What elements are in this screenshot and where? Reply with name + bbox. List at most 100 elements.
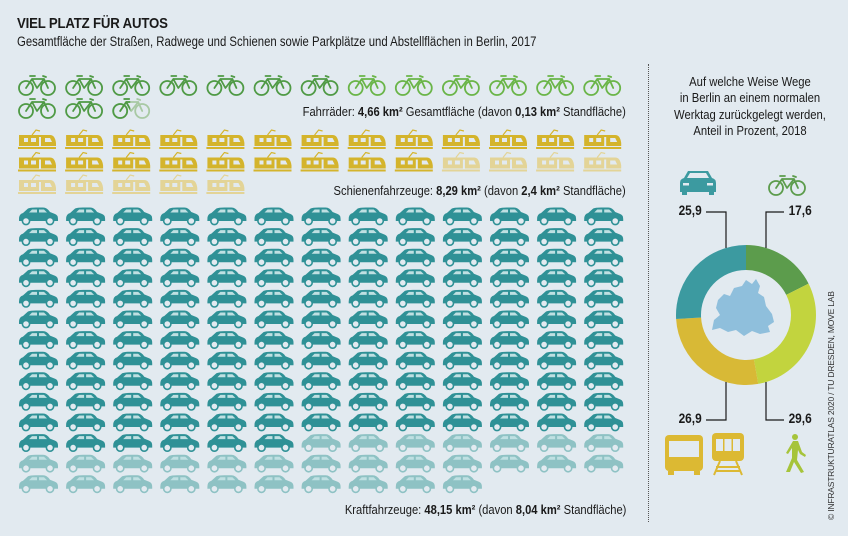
car-icon bbox=[19, 331, 58, 350]
car-icon bbox=[301, 289, 341, 308]
car-icon bbox=[442, 207, 482, 226]
donut-slice-auto bbox=[676, 245, 746, 319]
label-bike-share: 17,6 bbox=[788, 203, 812, 218]
train-caption-mid: (davon bbox=[481, 183, 522, 198]
car-icon bbox=[160, 289, 200, 308]
car-icon bbox=[66, 248, 106, 267]
car-icon bbox=[395, 289, 435, 308]
car-icon bbox=[301, 310, 341, 329]
car-icon bbox=[254, 248, 294, 267]
car-icon bbox=[395, 475, 435, 494]
donut-title-line: in Berlin an einem normalen bbox=[679, 90, 821, 106]
car-icon bbox=[301, 413, 341, 432]
train-caption: Schienenfahrzeuge: 8,29 km² (davon 2,4 k… bbox=[334, 183, 626, 198]
car-icon bbox=[19, 454, 58, 473]
train-icon bbox=[300, 151, 339, 172]
bike-total: 4,66 km² bbox=[358, 104, 403, 119]
train-icon bbox=[347, 151, 386, 172]
bicycle-icon bbox=[206, 75, 245, 96]
car-icon bbox=[113, 392, 153, 411]
car-icon bbox=[207, 351, 247, 370]
berlin-map bbox=[712, 279, 774, 336]
car-icon bbox=[490, 372, 529, 391]
car-icon bbox=[395, 207, 435, 226]
car-icon bbox=[113, 248, 153, 267]
car-icon bbox=[160, 331, 200, 350]
car-icon bbox=[442, 331, 482, 350]
car-icon bbox=[584, 248, 624, 267]
car-icon bbox=[348, 207, 388, 226]
car-icon bbox=[160, 228, 200, 247]
car-icon bbox=[490, 248, 529, 267]
car-icon bbox=[442, 372, 482, 391]
car-icon bbox=[537, 351, 577, 370]
leader-car bbox=[706, 211, 727, 248]
car-icon bbox=[66, 289, 106, 308]
car-icon bbox=[113, 228, 153, 247]
car-icon bbox=[66, 351, 106, 370]
train-icon bbox=[489, 129, 527, 149]
car-icon bbox=[66, 475, 106, 494]
car-icon bbox=[66, 434, 106, 453]
car-icon bbox=[395, 392, 435, 411]
car-total: 48,15 km² bbox=[423, 502, 475, 517]
train-icon bbox=[159, 174, 198, 194]
car-icon bbox=[301, 269, 341, 288]
chart-title: VIEL PLATZ FÜR AUTOS bbox=[17, 15, 168, 32]
train-icon bbox=[65, 151, 104, 172]
car-icon bbox=[207, 248, 247, 267]
bicycle-icon bbox=[300, 75, 339, 96]
car-icon bbox=[254, 228, 294, 247]
car-icon bbox=[442, 413, 482, 432]
bicycle-icon bbox=[253, 75, 292, 96]
bus-icon bbox=[665, 435, 703, 475]
car-caption: Kraftfahrzeuge: 48,15 km² (davon 8,04 km… bbox=[344, 502, 626, 517]
train-icon bbox=[394, 151, 433, 172]
car-icon bbox=[254, 269, 294, 288]
car-icon bbox=[395, 248, 435, 267]
bicycle-icon bbox=[112, 98, 151, 119]
car-icon bbox=[490, 207, 529, 226]
car-icon bbox=[537, 372, 577, 391]
car-icon bbox=[348, 454, 388, 473]
bike-caption: Fahrräder: 4,66 km² Gesamtfläche (davon … bbox=[303, 104, 626, 119]
donut-slice-öpnv bbox=[676, 317, 759, 385]
car-icon bbox=[348, 269, 388, 288]
car-icon bbox=[584, 413, 624, 432]
car-icon bbox=[254, 392, 294, 411]
car-icon bbox=[160, 310, 200, 329]
car-icon bbox=[537, 228, 577, 247]
car-icon bbox=[254, 351, 294, 370]
car-icon bbox=[301, 392, 341, 411]
car-icon bbox=[113, 289, 153, 308]
car-icon bbox=[207, 207, 247, 226]
car-icon bbox=[66, 331, 106, 350]
train-caption-prefix: Schienenfahrzeuge: bbox=[333, 183, 437, 198]
car-icon bbox=[395, 331, 435, 350]
bike-standing: 0,13 km² bbox=[515, 104, 561, 119]
car-icon bbox=[490, 392, 529, 411]
car-icon bbox=[19, 289, 58, 308]
bicycle-icon bbox=[441, 75, 480, 96]
car-icon bbox=[490, 228, 529, 247]
train-icon bbox=[394, 129, 433, 149]
car-icon bbox=[348, 434, 388, 453]
car-icon bbox=[584, 289, 624, 308]
train-icon bbox=[112, 129, 151, 149]
car-icon bbox=[348, 289, 388, 308]
car-icon bbox=[207, 434, 247, 453]
car-icon bbox=[301, 351, 341, 370]
train-icon bbox=[441, 151, 480, 172]
bike-caption-prefix: Fahrräder: bbox=[302, 104, 359, 119]
train-standing: 2,4 km² bbox=[521, 183, 561, 198]
train-icon bbox=[18, 129, 56, 149]
car-icon bbox=[301, 228, 341, 247]
car-icon bbox=[19, 228, 58, 247]
train-total: 8,29 km² bbox=[436, 183, 482, 198]
car-icon bbox=[442, 248, 482, 267]
car-icon bbox=[207, 413, 247, 432]
car-icon bbox=[584, 331, 624, 350]
car-icon bbox=[537, 269, 577, 288]
pictogram-grid bbox=[18, 75, 624, 494]
car-icon bbox=[160, 351, 200, 370]
